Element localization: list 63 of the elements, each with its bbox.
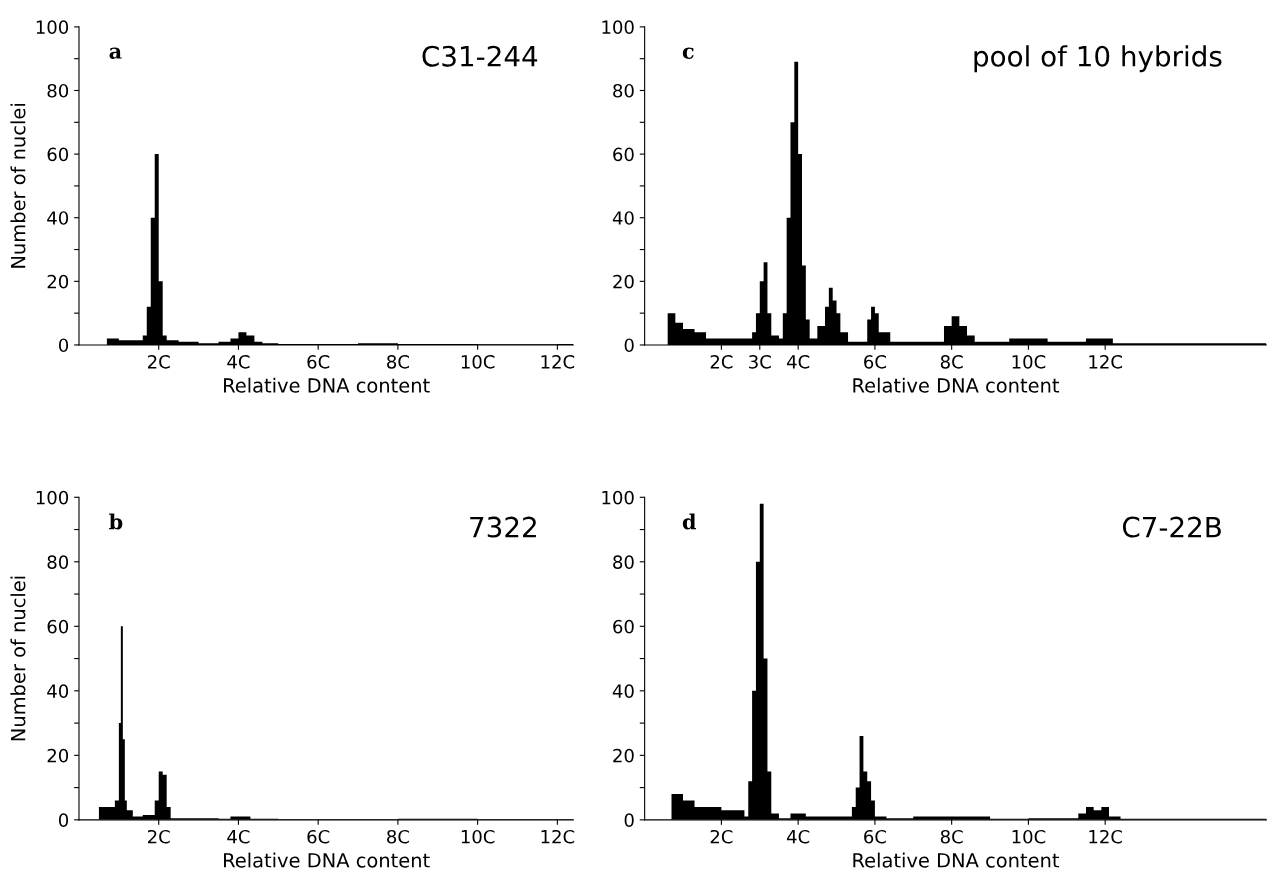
y-tick-label: 20 — [613, 748, 634, 763]
text: pool of 10 hybrids — [974, 45, 1222, 73]
y-tick-label: 60 — [613, 619, 634, 634]
y-tick-label: 0 — [58, 338, 69, 353]
x-tick-label: 2C — [147, 829, 170, 844]
y-tick-label: 40 — [47, 684, 69, 698]
y-axis-title: Number of nuclei — [10, 576, 26, 741]
y-tick-label: 100 — [602, 490, 634, 505]
x-tick-label: 4C — [786, 829, 810, 844]
y-tick-label: 40 — [47, 211, 69, 225]
x-tick-label: 10C — [1012, 355, 1046, 369]
y-tick-label: 100 — [36, 20, 69, 34]
y-tick-label: 100 — [36, 490, 69, 505]
y-tick-label: 60 — [47, 619, 69, 634]
x-tick-label: 12C — [1089, 829, 1122, 844]
x-tick-label: 8C — [387, 829, 409, 844]
y-tick-label: 80 — [613, 83, 634, 98]
x-tick-label: 10C — [461, 355, 495, 369]
x-axis-title: Relative DNA content — [224, 377, 430, 393]
annotation: c — [682, 47, 694, 59]
x-tick-label: 6C — [307, 829, 330, 844]
x-tick-label: 8C — [387, 355, 409, 369]
y-tick-label: 60 — [613, 147, 634, 162]
x-tick-label: 12C — [541, 355, 575, 369]
y-tick-label: 60 — [47, 147, 69, 162]
y-tick-label: 20 — [47, 274, 69, 289]
x-tick-label: 8C — [940, 829, 963, 844]
text: C7-22B — [1122, 516, 1221, 538]
x-tick-label: 2C — [710, 829, 733, 844]
x-tick-label: 2C — [147, 355, 170, 369]
x-tick-label: 6C — [307, 355, 330, 369]
x-tick-label: 4C — [786, 355, 810, 369]
x-axis-title: Relative DNA content — [853, 377, 1060, 393]
x-tick-label: 10C — [461, 829, 495, 844]
x-tick-label: 2C — [710, 355, 733, 369]
y-tick-label: 80 — [47, 83, 69, 98]
y-tick-label: 0 — [58, 813, 69, 827]
x-tick-label: 6C — [864, 829, 886, 844]
y-tick-label: 20 — [613, 274, 634, 289]
text: C31-244 — [422, 45, 538, 67]
x-tick-label: 8C — [940, 355, 963, 369]
x-tick-label: 12C — [541, 829, 575, 844]
x-tick-label: 6C — [864, 355, 886, 369]
y-tick-label: 80 — [47, 555, 69, 569]
y-tick-label: 0 — [624, 338, 634, 353]
y-axis-title: Number of nuclei — [10, 104, 26, 268]
x-tick-label: 4C — [227, 355, 250, 369]
x-axis-title: Relative DNA content — [853, 852, 1060, 868]
annotation: d — [682, 513, 697, 530]
y-tick-label: 80 — [613, 555, 634, 569]
y-tick-label: 100 — [602, 20, 634, 34]
x-tick-label: 10C — [1012, 829, 1046, 844]
text: 7322 — [470, 516, 536, 538]
x-tick-label: 12C — [1089, 355, 1122, 369]
y-tick-label: 40 — [612, 211, 634, 225]
x-axis-title: Relative DNA content — [224, 852, 430, 868]
y-tick-label: 0 — [624, 813, 634, 827]
y-tick-label: 40 — [612, 684, 634, 698]
annotation: a — [109, 47, 122, 59]
annotation: b — [109, 513, 123, 530]
x-tick-label: 4C — [227, 829, 250, 844]
y-tick-label: 20 — [47, 748, 69, 763]
x-tick-label: 3C — [749, 355, 771, 369]
